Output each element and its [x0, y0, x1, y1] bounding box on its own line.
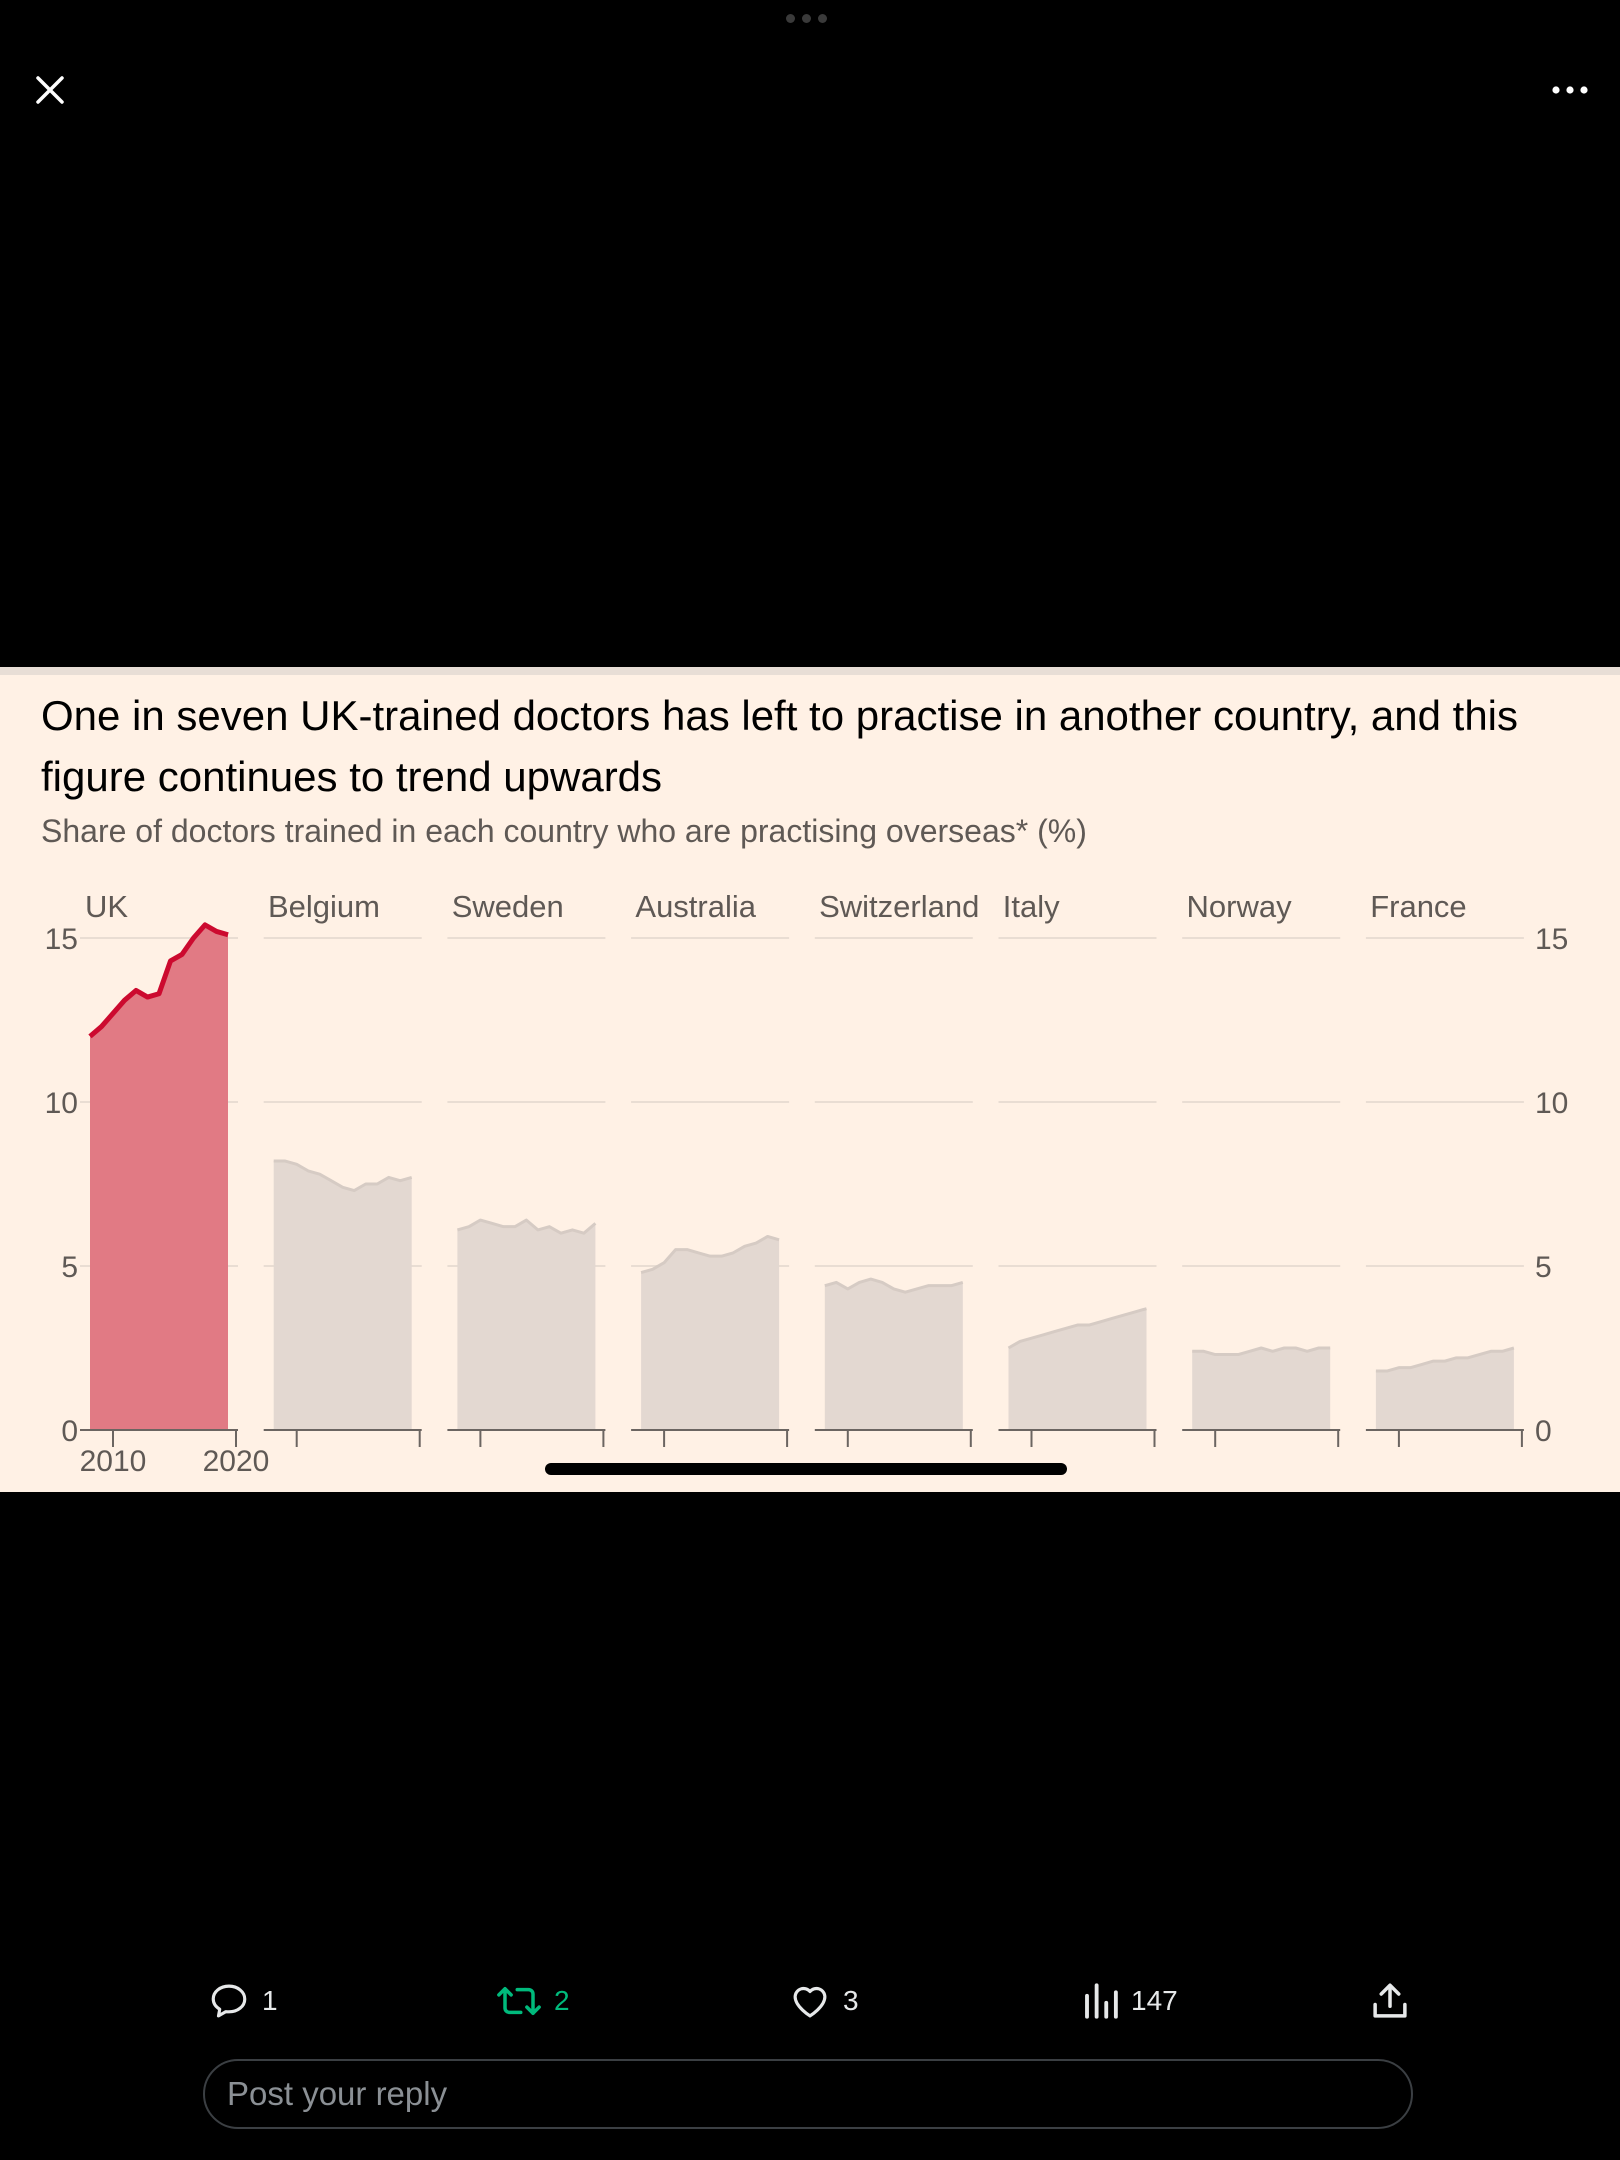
panel-label: Switzerland: [819, 889, 979, 924]
chart-title: One in seven UK-trained doctors has left…: [41, 692, 1519, 800]
line-belgium: [273, 1159, 413, 1193]
chart-image[interactable]: One in seven UK-trained doctors has left…: [0, 667, 1620, 1492]
y-tick-label-left: 5: [61, 1251, 78, 1284]
area-australia: [641, 1236, 780, 1430]
y-tick-label-right: 10: [1535, 1087, 1568, 1120]
reply-count: 1: [262, 1985, 278, 2016]
close-icon: [36, 76, 64, 104]
y-tick-label-left: 15: [45, 923, 78, 956]
area-italy: [1008, 1308, 1147, 1430]
panel-label: France: [1370, 889, 1466, 924]
line-uk: [88, 922, 229, 1039]
line-italy: [1007, 1307, 1147, 1350]
line-france: [1375, 1346, 1515, 1373]
area-switzerland: [824, 1279, 963, 1430]
area-sweden: [457, 1220, 596, 1430]
heart-icon: [793, 1986, 827, 2018]
panel-label: Norway: [1187, 889, 1293, 924]
sheet-grabber[interactable]: [786, 14, 834, 26]
y-tick-label-right: 5: [1535, 1251, 1552, 1284]
share-button[interactable]: [1369, 1978, 1411, 2024]
x-tick-label: 2010: [80, 1445, 147, 1478]
panel-label: UK: [85, 889, 128, 924]
retweet-count: 2: [554, 1985, 570, 2016]
y-tick-label-right: 15: [1535, 923, 1568, 956]
home-indicator: [545, 1463, 1067, 1475]
line-switzerland: [824, 1277, 964, 1294]
views-icon: [1085, 1983, 1118, 2019]
views-button[interactable]: 147: [1083, 1978, 1178, 2024]
views-count: 147: [1131, 1985, 1178, 2016]
y-tick-label-right: 0: [1535, 1415, 1552, 1448]
x-tick-label: 2020: [203, 1445, 270, 1478]
share-icon: [1373, 1983, 1407, 2018]
panel-label: Belgium: [268, 889, 380, 924]
reply-icon: [211, 1984, 247, 2018]
area-uk: [90, 924, 228, 1430]
retweet-icon: [497, 1987, 541, 2015]
panel-label: Italy: [1003, 889, 1060, 924]
media-viewer-topbar: [0, 0, 1620, 180]
more-options-button[interactable]: [1546, 70, 1594, 110]
tweet-action-bar: 1 2 3 147: [0, 1960, 1620, 2040]
close-button[interactable]: [26, 66, 74, 114]
like-count: 3: [843, 1985, 859, 2016]
more-horizontal-icon: [1552, 86, 1588, 94]
retweet-button[interactable]: 2: [496, 1978, 570, 2024]
area-belgium: [273, 1161, 412, 1430]
line-australia: [640, 1234, 780, 1275]
line-norway: [1192, 1346, 1331, 1357]
area-norway: [1192, 1348, 1331, 1430]
like-button[interactable]: 3: [789, 1978, 859, 2024]
y-tick-label-left: 10: [45, 1087, 78, 1120]
y-tick-label-left: 0: [61, 1415, 78, 1448]
chart-subtitle: Share of doctors trained in each country…: [41, 813, 1087, 849]
line-sweden: [456, 1218, 597, 1235]
reply-input[interactable]: [203, 2059, 1413, 2129]
reply-button[interactable]: 1: [208, 1978, 278, 2024]
panel-label: Sweden: [452, 889, 564, 924]
panel-label: Australia: [635, 889, 756, 924]
